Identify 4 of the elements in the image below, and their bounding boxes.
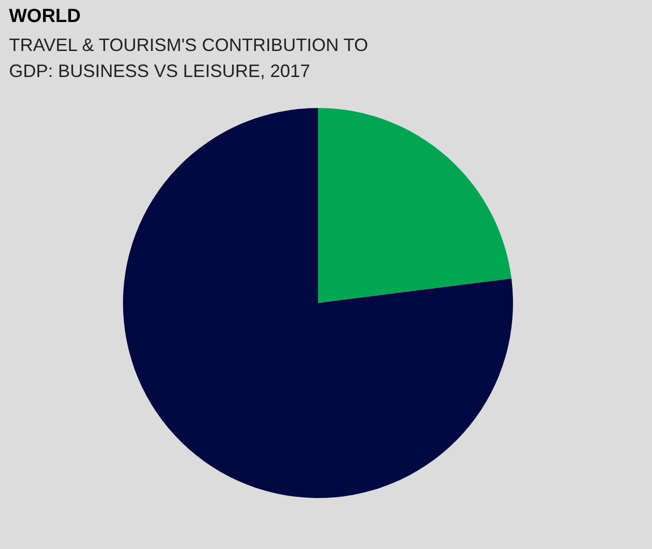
chart-subtitle: TRAVEL & TOURISM'S CONTRIBUTION TO GDP: BUSINESS VS LEISURE, 2017 <box>9 34 369 83</box>
pie-slice <box>318 108 512 303</box>
chart-title: WORLD <box>9 6 81 28</box>
pie-slice <box>123 108 513 498</box>
